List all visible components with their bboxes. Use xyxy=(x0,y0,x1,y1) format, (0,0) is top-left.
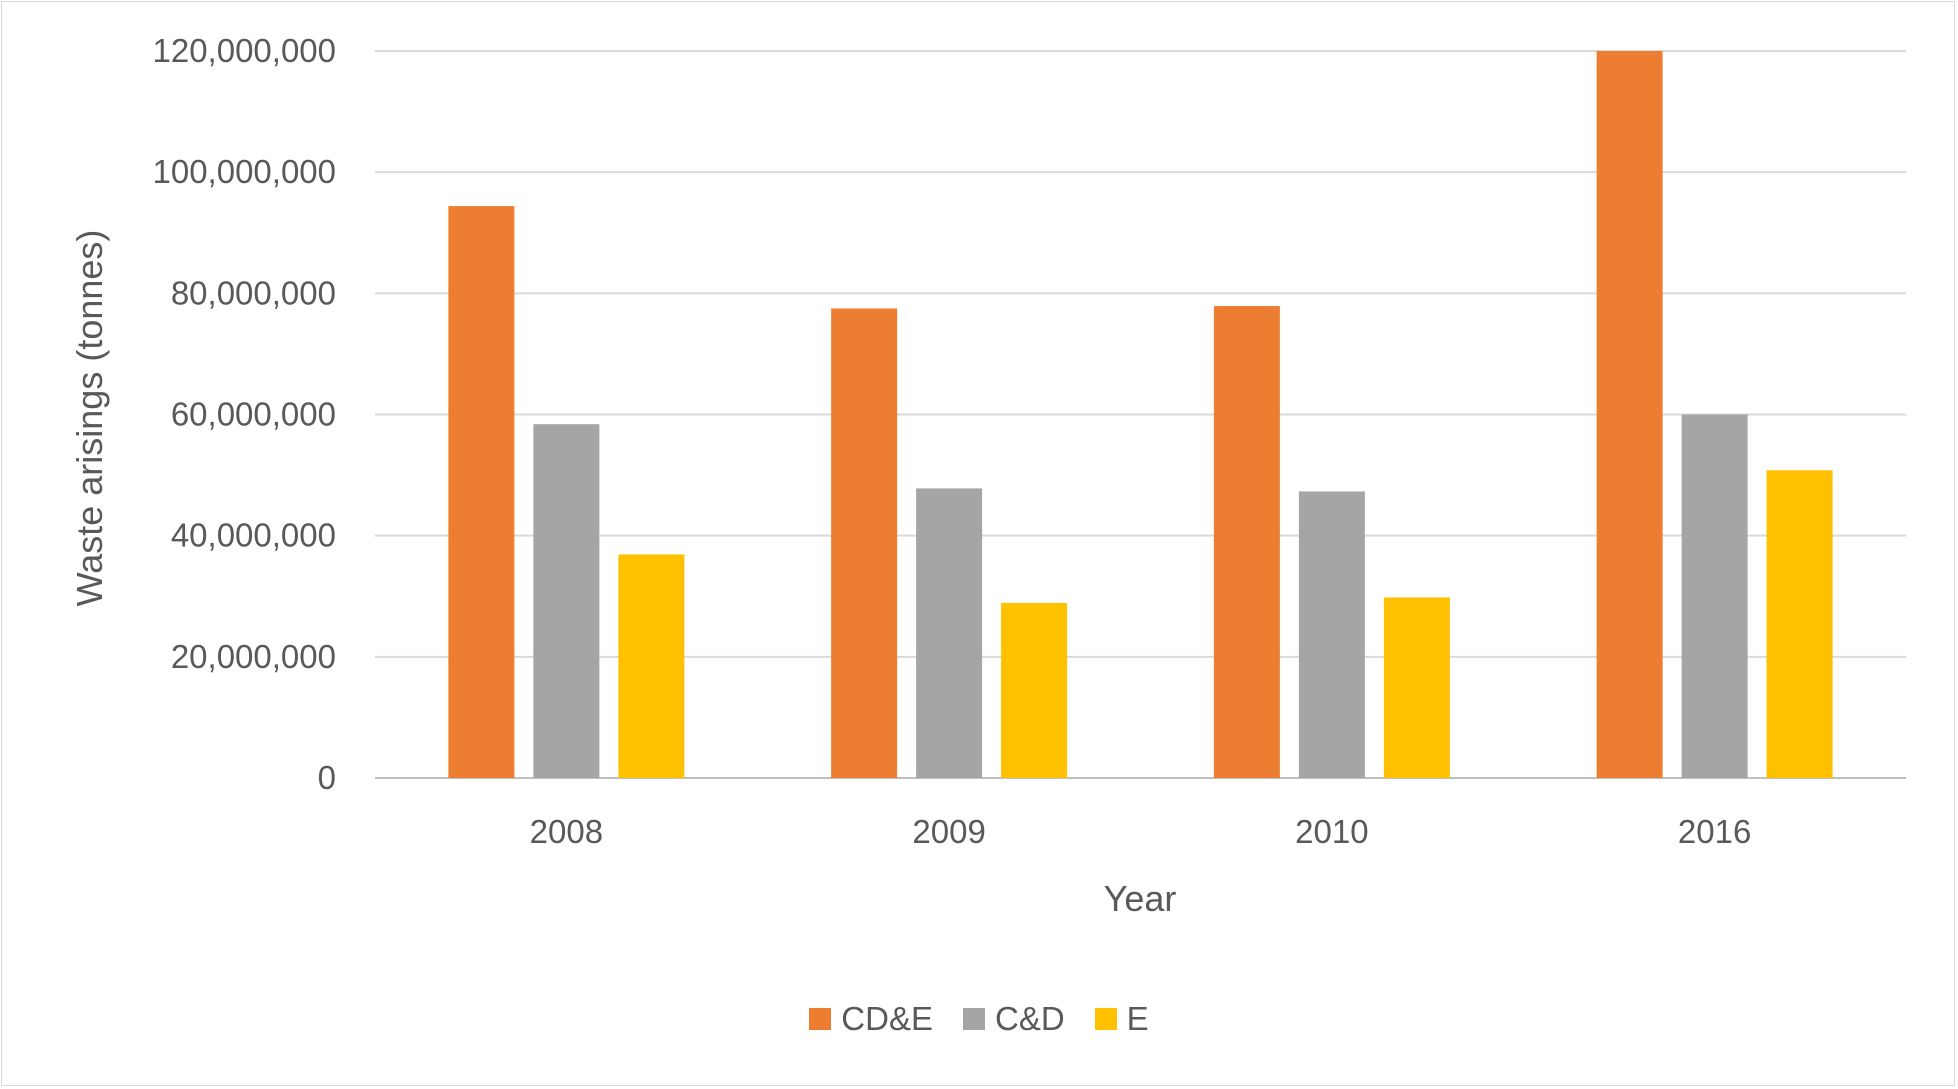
legend-label: E xyxy=(1126,1000,1149,1037)
bar-e-2009 xyxy=(1001,602,1068,778)
y-tick-label: 40,000,000 xyxy=(171,517,336,554)
bar-cd-2008 xyxy=(533,424,600,778)
bar-cd-2009 xyxy=(916,488,983,778)
y-tick-label: 0 xyxy=(318,759,336,796)
y-tick-label: 80,000,000 xyxy=(171,274,336,311)
x-tick-label: 2009 xyxy=(912,813,985,850)
legend-item: CD&E xyxy=(809,1000,933,1038)
y-tick-label: 100,000,000 xyxy=(152,153,336,190)
legend-item: C&D xyxy=(962,1000,1065,1038)
y-tick-label: 20,000,000 xyxy=(171,638,336,675)
bar-cd-2016 xyxy=(1681,414,1748,778)
bar-cd-2010 xyxy=(1298,491,1365,778)
bar-cde-2008 xyxy=(448,206,515,779)
bar-e-2016 xyxy=(1766,470,1833,778)
bar-cde-2010 xyxy=(1213,306,1280,778)
legend-swatch xyxy=(962,1008,985,1030)
y-tick-label: 60,000,000 xyxy=(171,396,336,433)
legend-label: CD&E xyxy=(841,1000,933,1037)
bar-cde-2016 xyxy=(1596,51,1663,778)
legend-label: C&D xyxy=(994,1000,1065,1037)
legend-swatch xyxy=(809,1008,832,1030)
x-tick-label: 2008 xyxy=(530,813,603,850)
y-axis-title: Waste arisings (tonnes) xyxy=(69,230,110,607)
legend-swatch xyxy=(1094,1008,1117,1030)
x-tick-label: 2010 xyxy=(1295,813,1368,850)
bar-cde-2009 xyxy=(831,308,898,778)
bar-e-2010 xyxy=(1383,597,1450,778)
legend-item: E xyxy=(1094,1000,1149,1038)
x-tick-label: 2016 xyxy=(1678,813,1751,850)
y-tick-label: 120,000,000 xyxy=(152,32,336,69)
bar-e-2008 xyxy=(618,554,685,778)
x-axis-title: Year xyxy=(1104,878,1177,919)
legend: CD&E C&D E xyxy=(0,1000,1958,1038)
